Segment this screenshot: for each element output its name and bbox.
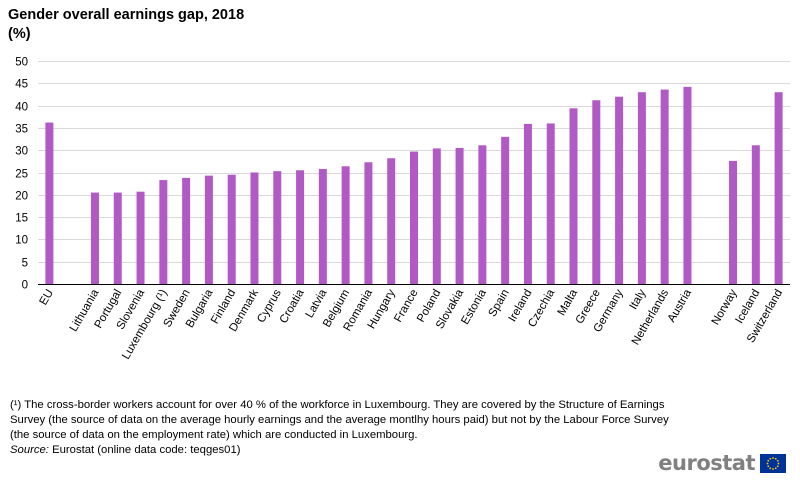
bar <box>227 174 236 284</box>
bar <box>387 158 396 284</box>
flag-star <box>766 462 769 464</box>
bar <box>318 168 327 284</box>
bar <box>45 122 54 284</box>
y-tick-label: 10 <box>15 235 28 247</box>
bar <box>159 180 168 284</box>
bar <box>660 89 669 284</box>
bar <box>501 136 510 284</box>
bar <box>432 148 441 284</box>
y-tick-label: 35 <box>15 124 28 136</box>
x-tick-label: Italy <box>628 287 649 311</box>
flag-star <box>772 467 774 470</box>
y-tick-label: 30 <box>15 146 28 158</box>
eu-flag-icon <box>760 453 786 473</box>
source-label: Source: <box>10 444 49 456</box>
bar <box>182 177 191 284</box>
source-text: Eurostat (online data code: teqges01) <box>48 444 241 456</box>
bar <box>637 92 646 284</box>
y-tick-label: 20 <box>15 191 28 203</box>
bar <box>592 100 601 284</box>
bar <box>455 147 464 284</box>
bar <box>569 108 578 284</box>
flag-star <box>767 459 770 462</box>
bar <box>204 175 213 284</box>
bar <box>364 162 373 284</box>
y-tick-label: 25 <box>15 169 28 181</box>
bar <box>410 151 418 284</box>
x-tick-label: Austria <box>666 287 695 325</box>
flag-star <box>774 457 777 460</box>
flag-star <box>769 466 772 469</box>
source-line: Source: Eurostat (online data code: teqg… <box>10 443 240 458</box>
bar <box>478 145 487 284</box>
bar <box>615 96 624 285</box>
bar <box>136 191 145 284</box>
bar <box>683 86 692 284</box>
bar <box>90 192 99 284</box>
bar <box>751 145 760 284</box>
chart-title-block: Gender overall earnings gap, 2018 (%) <box>8 6 244 44</box>
bar <box>113 192 122 284</box>
chart-unit: (%) <box>8 26 31 42</box>
flag-star <box>776 459 779 462</box>
x-tick-label: EU <box>38 288 56 308</box>
y-tick-label: 15 <box>15 213 28 225</box>
bar <box>729 160 738 284</box>
bar <box>523 123 532 284</box>
y-tick-label: 5 <box>22 258 28 270</box>
bar <box>273 171 282 284</box>
bar <box>546 123 555 284</box>
bar <box>774 92 783 284</box>
chart-title: Gender overall earnings gap, 2018 <box>8 7 245 23</box>
flag-background <box>760 453 786 473</box>
y-tick-label: 40 <box>15 102 28 114</box>
footnote: (¹) The cross-border workers account for… <box>10 399 669 441</box>
flag-star <box>767 464 770 467</box>
y-tick-label: 0 <box>22 280 28 292</box>
bar <box>341 166 350 284</box>
bar <box>296 170 305 284</box>
y-tick-label: 45 <box>15 79 28 91</box>
y-tick-label: 50 <box>15 57 28 69</box>
flag-star <box>777 462 780 464</box>
flag-star <box>776 464 779 467</box>
flag-star <box>772 456 774 459</box>
eurostat-logo: eurostat <box>658 451 786 475</box>
bar <box>250 172 259 284</box>
flag-star <box>769 457 772 460</box>
logo-text: eurostat <box>658 451 755 475</box>
flag-star <box>774 466 777 469</box>
